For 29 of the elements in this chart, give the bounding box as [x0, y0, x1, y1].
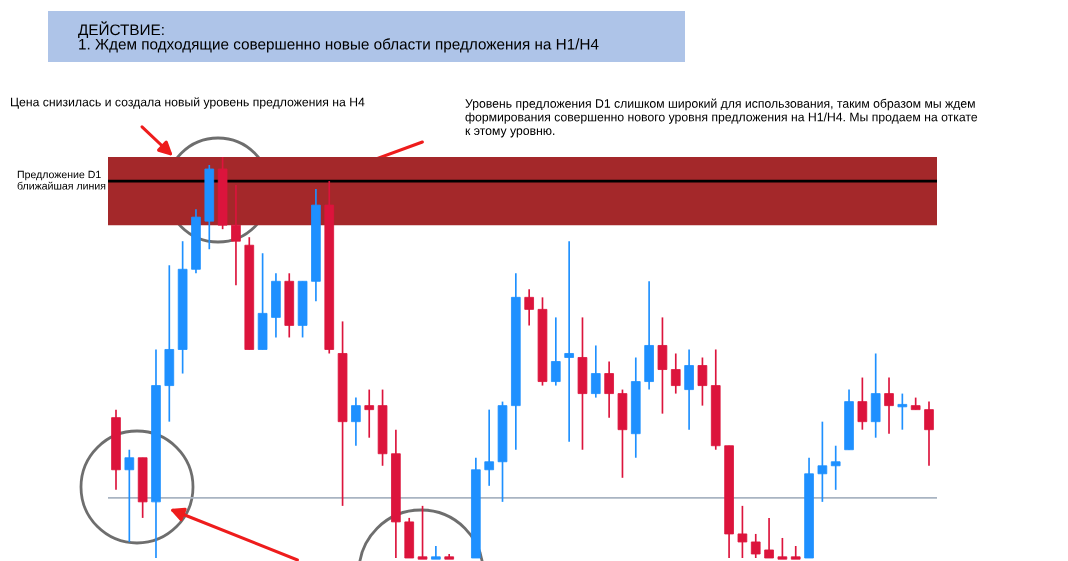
- candlestick: [124, 448, 135, 543]
- candlestick: [431, 545, 441, 560]
- candlestick: [564, 240, 574, 443]
- candlestick: [524, 288, 534, 327]
- candlestick: [670, 352, 681, 395]
- candlestick: [231, 184, 241, 287]
- candlestick: [884, 376, 894, 435]
- candlestick: [364, 388, 375, 439]
- candlestick: [817, 420, 828, 503]
- text: Уровень предложения D1 слишком широкий для использования, таким образом мы ждем формирования совершенно нового уровня предложения на H1/H4. Мы продаем на откате к этому уровню.: [465, 98, 978, 138]
- candlestick: [777, 537, 788, 560]
- candlestick: [737, 505, 748, 558]
- candlestick: [750, 533, 761, 558]
- candlestick: [351, 396, 361, 447]
- candlestick: [830, 444, 841, 491]
- candlestick: [417, 505, 428, 560]
- candlestick: [764, 517, 774, 559]
- candlestick: [697, 356, 708, 407]
- candlestick: [790, 545, 801, 560]
- candlestick: [484, 408, 494, 487]
- text: Цена снизилась и создала новый уровень предложения на H4: [11, 97, 365, 109]
- candlestick: [897, 392, 908, 431]
- candlestick: [857, 376, 868, 431]
- candlestick: [604, 360, 614, 419]
- candlestick: [590, 344, 601, 399]
- chart-title: ДЕЙСТВИЕ: 1. Ждем подходящие совершенно новые области предложения на H1/H4: [78, 21, 599, 53]
- candlestick: [924, 400, 934, 467]
- ref-line-label: Предложение D1 ближайшая линия: [17, 170, 106, 190]
- candlestick: [551, 316, 561, 387]
